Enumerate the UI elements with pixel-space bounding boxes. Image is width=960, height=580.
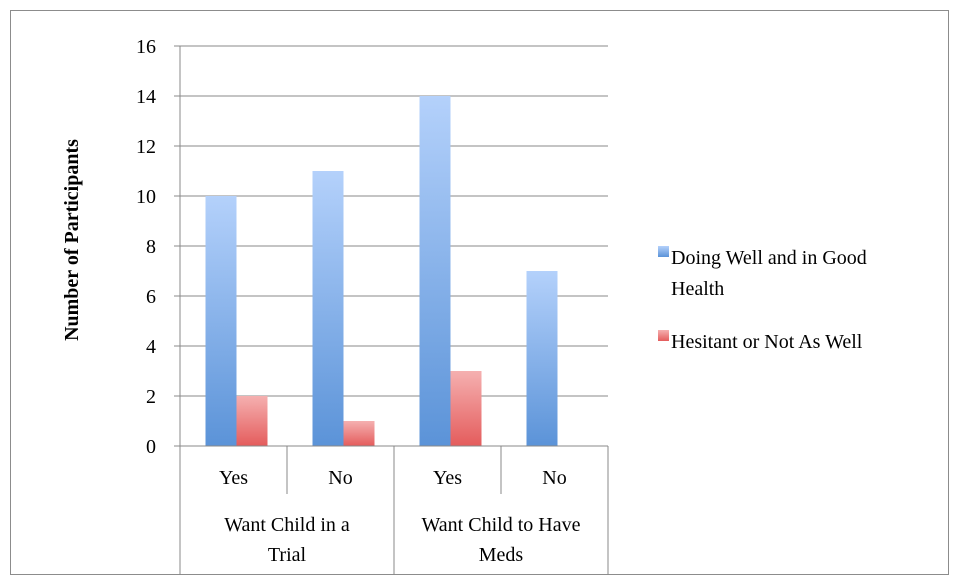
x-tick-label: Yes <box>219 467 248 489</box>
bar-doing-well-3 <box>526 271 558 446</box>
y-tick-label: 6 <box>146 286 156 308</box>
x-group-label: Want Child in a <box>224 514 350 536</box>
y-tick-label: 0 <box>146 436 156 458</box>
legend-label: Hesitant or Not As Well <box>671 331 863 353</box>
bar-doing-well-0 <box>205 196 237 446</box>
y-tick-label: 2 <box>146 386 156 408</box>
y-axis-label: Number of Participants <box>61 139 83 341</box>
x-group-label: Trial <box>268 544 307 566</box>
chart-frame <box>10 10 949 575</box>
legend-label: Doing Well and in Good <box>671 247 867 269</box>
bar-hesitant-1 <box>343 421 375 446</box>
x-tick-label: Yes <box>433 467 462 489</box>
legend-label: Health <box>671 278 724 300</box>
legend-swatch <box>658 330 669 341</box>
bar-hesitant-0 <box>236 396 268 446</box>
y-tick-label: 12 <box>136 136 156 158</box>
y-tick-label: 16 <box>136 36 156 58</box>
y-tick-label: 4 <box>146 336 156 358</box>
x-group-label: Want Child to Have <box>422 514 581 536</box>
y-tick-label: 10 <box>136 186 156 208</box>
bar-hesitant-2 <box>450 371 482 446</box>
legend-swatch <box>658 246 669 257</box>
y-tick-label: 8 <box>146 236 156 258</box>
x-group-label: Meds <box>479 544 524 566</box>
bar-doing-well-1 <box>312 171 344 446</box>
x-tick-label: No <box>542 467 566 489</box>
y-tick-label: 14 <box>136 86 156 108</box>
bar-doing-well-2 <box>419 96 451 446</box>
x-tick-label: No <box>328 467 352 489</box>
